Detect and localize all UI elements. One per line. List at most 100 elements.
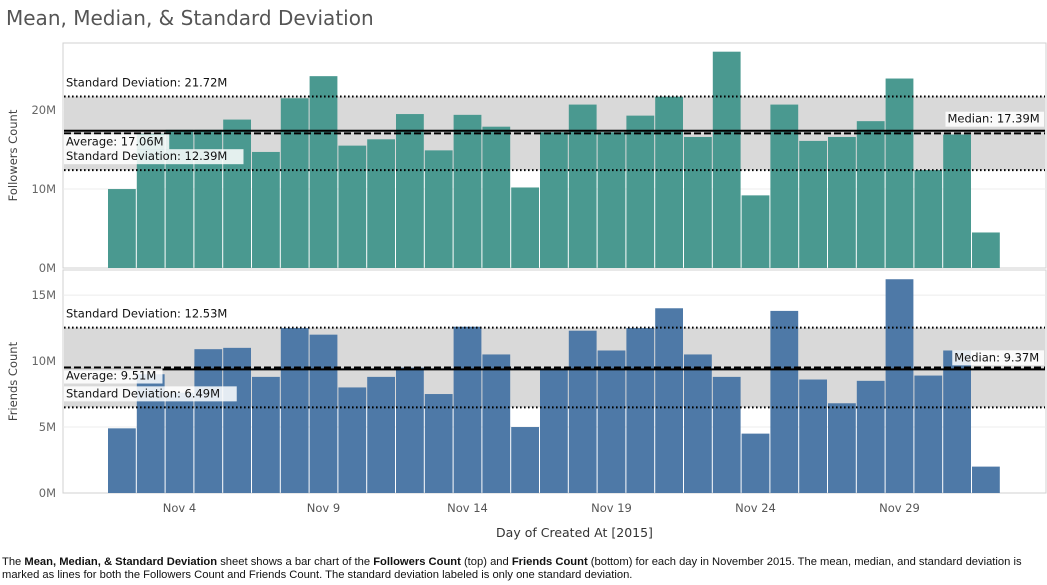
x-tick-label: Nov 14: [447, 501, 488, 515]
bar: [885, 279, 914, 493]
bar: [511, 427, 539, 493]
bar: [453, 326, 482, 493]
std-dev-label: Standard Deviation: 12.53M: [66, 307, 227, 321]
bar: [741, 433, 770, 493]
y-tick-label: 10M: [31, 354, 56, 368]
bar: [770, 104, 799, 268]
bar: [943, 350, 971, 493]
caption-followers: Followers Count: [373, 556, 461, 568]
chart-area: 0M 10M 20M Followers Count Standard Deviatio…: [6, 42, 1047, 540]
bar: [828, 403, 856, 493]
bar: [770, 310, 799, 493]
caption-text-1: The: [2, 556, 25, 568]
bar: [482, 126, 511, 269]
bar: [655, 96, 683, 269]
bar: [684, 354, 712, 493]
reference-label-bg: [945, 111, 1044, 127]
bar: [252, 376, 280, 493]
bar: [856, 380, 885, 493]
bar: [453, 114, 482, 268]
average-label: Average: 17.06M: [66, 134, 164, 148]
sheet-caption: The Mean, Median, & Standard Deviation s…: [2, 556, 1045, 583]
bar: [568, 104, 597, 268]
reference-label-bg: [64, 368, 163, 384]
average-label: Average: 9.51M: [66, 369, 156, 383]
x-axis: Nov 4 Nov 9 Nov 14 Nov 19 Nov 24 Nov 29 Day of…: [163, 501, 920, 540]
median-label: Median: 17.39M: [948, 112, 1040, 126]
bar: [943, 134, 971, 268]
x-tick-label: Nov 19: [591, 501, 632, 515]
bar: [482, 354, 511, 493]
bar: [424, 150, 453, 268]
bar: [280, 328, 309, 493]
followers-panel: 0M 10M 20M Followers Count Standard Deviatio…: [6, 42, 1047, 275]
bar: [684, 136, 712, 268]
y-tick-label: 20M: [31, 103, 56, 117]
bar: [914, 375, 943, 493]
bar: [799, 140, 827, 268]
reference-label-bg: [64, 75, 244, 91]
y-tick-label: 0M: [39, 261, 56, 275]
bar: [597, 350, 626, 493]
bar: [280, 98, 309, 269]
bar: [972, 232, 1000, 268]
reference-label-bg: [952, 350, 1044, 366]
caption-text-3: (top) and: [460, 556, 512, 568]
bar: [568, 330, 597, 493]
bar: [194, 349, 223, 493]
bar: [540, 132, 568, 268]
bar: [165, 392, 194, 493]
y-tick-label: 10M: [31, 182, 56, 196]
bar: [108, 428, 136, 493]
bar: [885, 78, 914, 269]
bar: [108, 189, 136, 268]
reference-label-bg: [64, 134, 170, 150]
sheet-title: Mean, Median, & Standard Deviation: [6, 6, 374, 30]
std-dev-label: Standard Deviation: 12.39M: [66, 149, 227, 163]
bar: [396, 367, 424, 493]
caption-text-4: (bottom) for each day in November 2015. …: [2, 556, 1022, 582]
bar: [856, 121, 885, 268]
std-dev-label: Standard Deviation: 6.49M: [66, 386, 220, 400]
caption-text-2: sheet shows a bar chart of the: [217, 556, 374, 568]
bar: [626, 115, 655, 268]
y-tick-label: 5M: [39, 420, 56, 434]
friends-panel: 0M 5M 10M 15M Friends Count Standard Deviatio…: [6, 269, 1047, 500]
reference-label-bg: [64, 386, 237, 402]
bar: [338, 387, 367, 493]
x-tick-label: Nov 4: [163, 501, 196, 515]
reference-label-bg: [64, 149, 244, 165]
bar: [424, 394, 453, 493]
caption-sheet-name: Mean, Median, & Standard Deviation: [24, 556, 218, 568]
bar: [338, 145, 367, 268]
bar: [396, 114, 424, 268]
bar: [914, 170, 943, 268]
bar: [799, 379, 827, 493]
y-axis-title: Friends Count: [6, 341, 20, 421]
x-tick-label: Nov 9: [307, 501, 340, 515]
bar: [972, 466, 1000, 493]
x-tick-label: Nov 29: [879, 501, 920, 515]
y-tick-label: 0M: [39, 486, 56, 500]
bar: [626, 328, 655, 493]
bar: [712, 376, 741, 493]
bar: [741, 195, 770, 268]
bar: [712, 51, 741, 269]
y-tick-label: 15M: [31, 288, 56, 302]
bar: [511, 187, 539, 268]
bar: [540, 368, 568, 493]
bar: [828, 136, 856, 268]
bar: [309, 334, 338, 493]
bar: [597, 132, 626, 268]
bar: [367, 139, 395, 268]
bar: [367, 376, 395, 493]
median-label: Median: 9.37M: [954, 350, 1039, 364]
caption-friends: Friends Count: [511, 556, 588, 568]
reference-label-bg: [64, 306, 244, 322]
bar: [252, 151, 280, 268]
bar: [309, 76, 338, 268]
bar: [655, 308, 683, 493]
bar: [223, 119, 251, 268]
x-tick-label: Nov 24: [735, 501, 776, 515]
x-axis-title: Day of Created At [2015]: [496, 525, 653, 540]
